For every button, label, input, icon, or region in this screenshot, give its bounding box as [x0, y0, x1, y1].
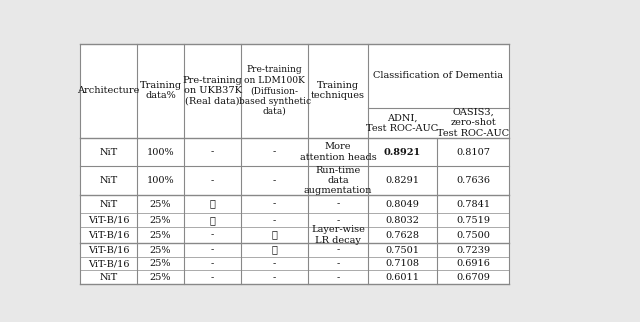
Text: 0.7519: 0.7519 — [456, 216, 490, 225]
Text: Architecture: Architecture — [77, 86, 140, 95]
Text: -: - — [273, 216, 276, 225]
Text: 0.7628: 0.7628 — [385, 231, 419, 240]
Text: 25%: 25% — [150, 200, 172, 209]
Text: -: - — [211, 273, 214, 282]
Text: -: - — [273, 147, 276, 156]
Text: -: - — [211, 245, 214, 254]
Text: ✓: ✓ — [210, 216, 216, 225]
Text: 0.8049: 0.8049 — [385, 200, 419, 209]
Text: ViT-B/16: ViT-B/16 — [88, 231, 129, 240]
Text: -: - — [336, 273, 340, 282]
Text: 25%: 25% — [150, 259, 172, 268]
Text: 0.7841: 0.7841 — [456, 200, 490, 209]
Text: ADNI,
Test ROC-AUC: ADNI, Test ROC-AUC — [366, 113, 438, 133]
Text: 25%: 25% — [150, 273, 172, 282]
Text: -: - — [336, 200, 340, 209]
Text: More
attention heads: More attention heads — [300, 142, 376, 162]
Text: 0.6011: 0.6011 — [385, 273, 419, 282]
Text: -: - — [211, 259, 214, 268]
Text: -: - — [211, 176, 214, 185]
Text: -: - — [211, 231, 214, 240]
Bar — [80, 43, 509, 284]
Text: 25%: 25% — [150, 231, 172, 240]
Text: 100%: 100% — [147, 147, 175, 156]
Text: Classification of Dementia: Classification of Dementia — [373, 71, 503, 80]
Text: 0.8921: 0.8921 — [384, 147, 421, 156]
Text: ✓: ✓ — [210, 200, 216, 209]
Text: ViT-B/16: ViT-B/16 — [88, 245, 129, 254]
Text: 0.6916: 0.6916 — [456, 259, 490, 268]
Text: -: - — [273, 176, 276, 185]
Text: -: - — [336, 259, 340, 268]
Text: -: - — [273, 259, 276, 268]
Text: -: - — [273, 273, 276, 282]
Text: Pre-training
on LDM100K
(Diffusion-
based synthetic
data): Pre-training on LDM100K (Diffusion- base… — [239, 65, 311, 116]
Text: -: - — [336, 245, 340, 254]
Text: 25%: 25% — [150, 245, 172, 254]
Text: ✓: ✓ — [272, 245, 278, 254]
Text: 0.7501: 0.7501 — [385, 245, 419, 254]
Text: 0.7108: 0.7108 — [385, 259, 419, 268]
Text: 0.7636: 0.7636 — [456, 176, 490, 185]
Text: NiT: NiT — [99, 200, 118, 209]
Text: Training
techniques: Training techniques — [311, 81, 365, 100]
Text: 100%: 100% — [147, 176, 175, 185]
Text: NiT: NiT — [99, 273, 118, 282]
Text: 0.7500: 0.7500 — [456, 231, 490, 240]
Text: ✓: ✓ — [272, 231, 278, 240]
Text: -: - — [336, 216, 340, 225]
Text: 0.8291: 0.8291 — [385, 176, 419, 185]
Text: Run-time
data
augmentation: Run-time data augmentation — [304, 166, 372, 195]
Text: ViT-B/16: ViT-B/16 — [88, 259, 129, 268]
Text: 0.6709: 0.6709 — [456, 273, 490, 282]
Text: 0.8107: 0.8107 — [456, 147, 490, 156]
Text: OASIS3,
zero-shot
Test ROC-AUC: OASIS3, zero-shot Test ROC-AUC — [437, 108, 509, 138]
Text: NiT: NiT — [99, 176, 118, 185]
Text: Pre-training
on UKB37K
(Real data): Pre-training on UKB37K (Real data) — [183, 76, 243, 106]
Text: -: - — [273, 200, 276, 209]
Text: Training
data%: Training data% — [140, 81, 182, 100]
Text: 0.7239: 0.7239 — [456, 245, 490, 254]
Text: NiT: NiT — [99, 147, 118, 156]
Text: ViT-B/16: ViT-B/16 — [88, 216, 129, 225]
Text: -: - — [211, 147, 214, 156]
Text: Layer-wise
LR decay: Layer-wise LR decay — [311, 225, 365, 245]
Text: 25%: 25% — [150, 216, 172, 225]
Text: 0.8032: 0.8032 — [385, 216, 419, 225]
